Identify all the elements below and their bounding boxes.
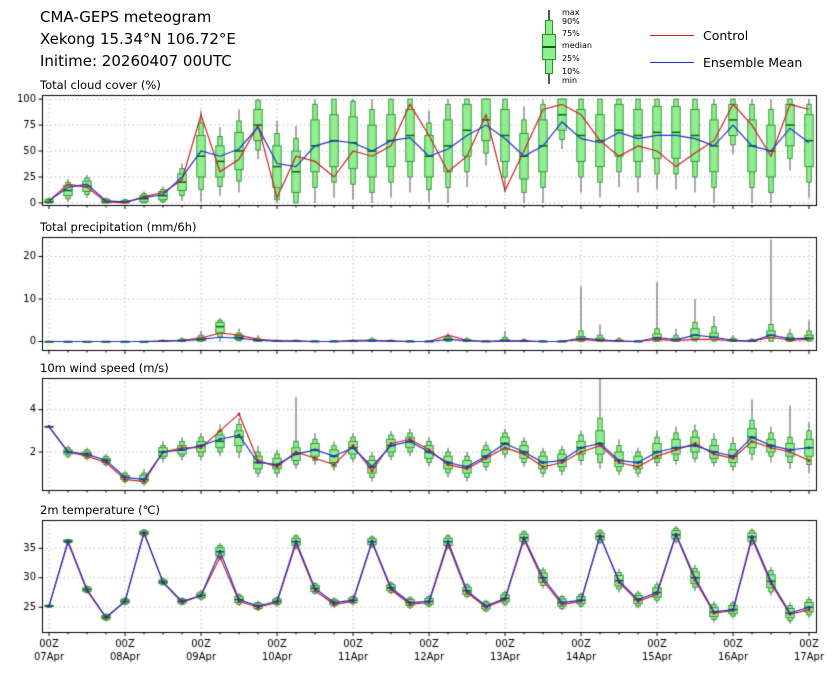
init-time: Initime: 20260407 00UTC <box>40 52 232 70</box>
legend-label-90: 90% <box>562 17 580 26</box>
legend-item-ensemble-mean: Ensemble Mean <box>650 55 802 70</box>
panel-title-wind-speed: 10m wind speed (m/s) <box>40 361 169 375</box>
legend-label-75: 75% <box>562 29 580 38</box>
ensemble-mean-line-swatch <box>650 62 694 63</box>
legend-label-min: min <box>562 76 578 85</box>
legend-item-control: Control <box>650 28 748 43</box>
legend-label-max: max <box>562 8 580 17</box>
boxplot-legend: max 90% 75% median 25% 10% min <box>540 8 606 85</box>
page-title: CMA-GEPS meteogram <box>40 8 212 26</box>
legend-label-median: median <box>562 41 592 50</box>
boxplot-legend-labels: max 90% 75% median 25% 10% min <box>558 8 606 85</box>
station-location: Xekong 15.34°N 106.72°E <box>40 30 236 48</box>
panel-title-temperature: 2m temperature (℃) <box>40 503 161 517</box>
panel-title-precipitation: Total precipitation (mm/6h) <box>40 220 197 234</box>
median-line <box>542 46 556 48</box>
panel-title-cloud-cover: Total cloud cover (%) <box>40 78 161 92</box>
legend-label-10: 10% <box>562 67 580 76</box>
control-label: Control <box>703 28 749 43</box>
control-line-swatch <box>650 35 694 36</box>
header: CMA-GEPS meteogram Xekong 15.34°N 106.72… <box>40 6 236 72</box>
boxplot-legend-glyph <box>540 10 558 84</box>
legend-label-25: 25% <box>562 54 580 63</box>
ensemble-mean-label: Ensemble Mean <box>703 55 803 70</box>
